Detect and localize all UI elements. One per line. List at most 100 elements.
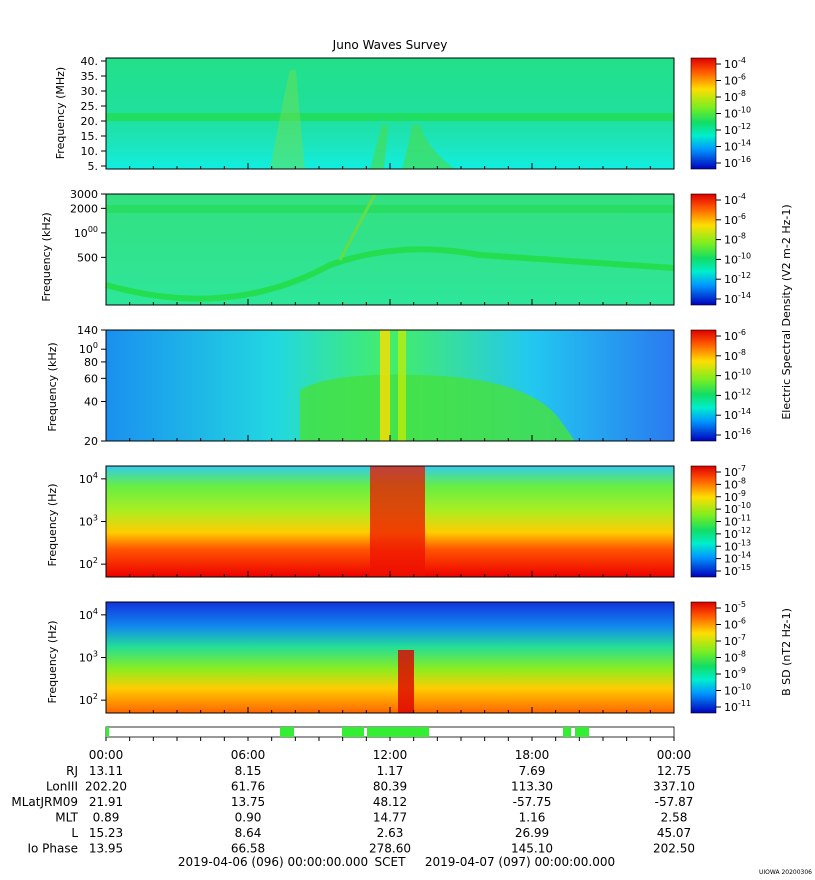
- ephemeris-value: 202.50: [653, 842, 695, 856]
- ephemeris-value: 13.95: [89, 842, 123, 856]
- colorbar-tick-label: 10-15: [724, 563, 751, 578]
- colorbar-tick-label: 10-11: [724, 514, 751, 529]
- time-tick-label: 00:00: [89, 748, 124, 762]
- ephemeris-label: Io Phase: [27, 842, 78, 856]
- colorbar: [690, 329, 717, 442]
- tick-label: 10.: [81, 145, 99, 158]
- ephemeris-value: 13.11: [89, 764, 123, 778]
- tick-label: 102: [79, 692, 98, 707]
- y-axis-label: Frequency (kHz): [40, 212, 53, 301]
- spectrogram-lfr-b: [106, 602, 674, 713]
- tick-label: 30.: [81, 85, 99, 98]
- tick-label: 1000: [74, 225, 98, 240]
- colorbar-tick-label: 10-8: [724, 232, 746, 247]
- emission-trace: [105, 246, 675, 302]
- colorbar-tick-label: 10-11: [724, 699, 751, 714]
- ephemeris-value: 2.58: [661, 811, 688, 825]
- emission-trace: [338, 193, 377, 261]
- band-2000khz: [106, 205, 674, 213]
- tick-label: 40.: [81, 55, 99, 68]
- time-tick-label: 00:00: [657, 748, 692, 762]
- ephemeris-label: MLT: [55, 811, 78, 825]
- colorbar-tick-label: 10-10: [724, 683, 751, 698]
- colorbar-tick-label: 10-9: [724, 666, 746, 681]
- tick-label: 104: [79, 607, 98, 622]
- ephemeris-value: 8.64: [235, 826, 262, 840]
- colorbar-tick-label: 10-6: [724, 617, 746, 632]
- tick-label: 104: [79, 471, 98, 486]
- ephemeris-value: 8.15: [235, 764, 262, 778]
- colorbar-tick-label: 10-5: [724, 600, 746, 615]
- colorbar: [690, 601, 717, 714]
- colorbar: [690, 57, 717, 170]
- colorbar-tick-label: 10-7: [724, 633, 746, 648]
- ephemeris-value: 2.63: [377, 826, 404, 840]
- time-tick-label: 06:00: [231, 748, 266, 762]
- ephemeris-value: 337.10: [653, 780, 695, 794]
- y-axis-label: Frequency (kHz): [46, 342, 59, 431]
- tick-label: 15.: [81, 130, 99, 143]
- tick-label: 100: [79, 341, 98, 356]
- start-time: 2019-04-06 (096) 00:00:00.000: [178, 855, 368, 869]
- colorbar-tick-label: 10-8: [724, 476, 746, 491]
- footer-tag: UIOWA 20200306: [759, 869, 812, 876]
- colorbar-tick-label: 10-8: [724, 89, 746, 104]
- ephemeris-value: 66.58: [231, 842, 265, 856]
- magnetic-colorbar-title: B SD (nT2 Hz-1): [780, 608, 793, 696]
- colorbar-tick-label: 10-14: [724, 551, 751, 566]
- ephemeris-value: 1.17: [377, 764, 404, 778]
- tick-label: 20.: [81, 115, 99, 128]
- colorbar-tick-label: 10-10: [724, 106, 751, 121]
- scet-label: SCET: [375, 855, 407, 869]
- colorbar-tick-label: 10-12: [724, 122, 751, 137]
- colorbar-tick-label: 10-12: [724, 387, 751, 402]
- ephemeris-value: 61.76: [231, 780, 265, 794]
- time-tick-label: 18:00: [515, 748, 550, 762]
- tick-label: 60: [84, 372, 98, 385]
- ephemeris-value: 45.07: [657, 826, 691, 840]
- ephemeris-value: 15.23: [89, 826, 123, 840]
- tick-label: 3000: [70, 188, 98, 201]
- emission-arc: [370, 125, 388, 169]
- colorbar: [690, 465, 717, 578]
- figure-title: Juno Waves Survey: [332, 38, 448, 52]
- ephemeris-value: 0.90: [235, 811, 262, 825]
- colorbar-tick-label: 10-16: [724, 427, 751, 442]
- colorbar-tick-label: 10-12: [724, 271, 751, 286]
- y-axis-label: Frequency (Hz): [46, 484, 59, 567]
- ephemeris-value: 202.20: [85, 780, 127, 794]
- colorbar-tick-label: 10-16: [724, 155, 751, 170]
- colorbar-tick-label: 10-6: [724, 212, 746, 227]
- colorbar-tick-label: 10-9: [724, 489, 746, 504]
- colorbar-tick-label: 10-4: [724, 56, 746, 71]
- colorbar-tick-label: 10-10: [724, 368, 751, 383]
- panel-lfr-e: Frequency (Hz) 104 103 102 10-710-810-9 10-…: [46, 464, 751, 578]
- colorbar-tick-label: 10-8: [724, 348, 746, 363]
- emission-burst: [370, 466, 425, 577]
- ephemeris-value: 0.89: [93, 811, 120, 825]
- ephemeris-label: RJ: [66, 764, 78, 778]
- panel-lfr-b: Frequency (Hz) 104 103 102 10-5 10-610-7 10-…: [46, 600, 751, 714]
- ephemeris-value: 1.16: [519, 811, 546, 825]
- colorbar-tick-label: 10-6: [724, 73, 746, 88]
- ephemeris-value: 278.60: [369, 842, 411, 856]
- colorbar: [690, 193, 717, 306]
- emission-burst: [398, 650, 414, 713]
- end-time: 2019-04-07 (097) 00:00:00.000: [425, 855, 615, 869]
- emission-arc: [270, 70, 305, 169]
- colorbar-tick-label: 10-7: [724, 464, 746, 479]
- ephemeris-value: 13.75: [231, 795, 265, 809]
- tick-label: 35.: [81, 70, 99, 83]
- mode-overview-bar: [105, 726, 675, 738]
- ephemeris-value: -57.87: [655, 795, 694, 809]
- tick-label: 102: [79, 556, 98, 571]
- tick-label: 103: [79, 514, 98, 529]
- ephemeris-value: 113.30: [511, 780, 553, 794]
- band-21mhz: [106, 113, 674, 121]
- colorbar-tick-label: 10-14: [724, 407, 751, 422]
- tick-label: 500: [77, 251, 98, 264]
- colorbar-tick-label: 10-4: [724, 192, 746, 207]
